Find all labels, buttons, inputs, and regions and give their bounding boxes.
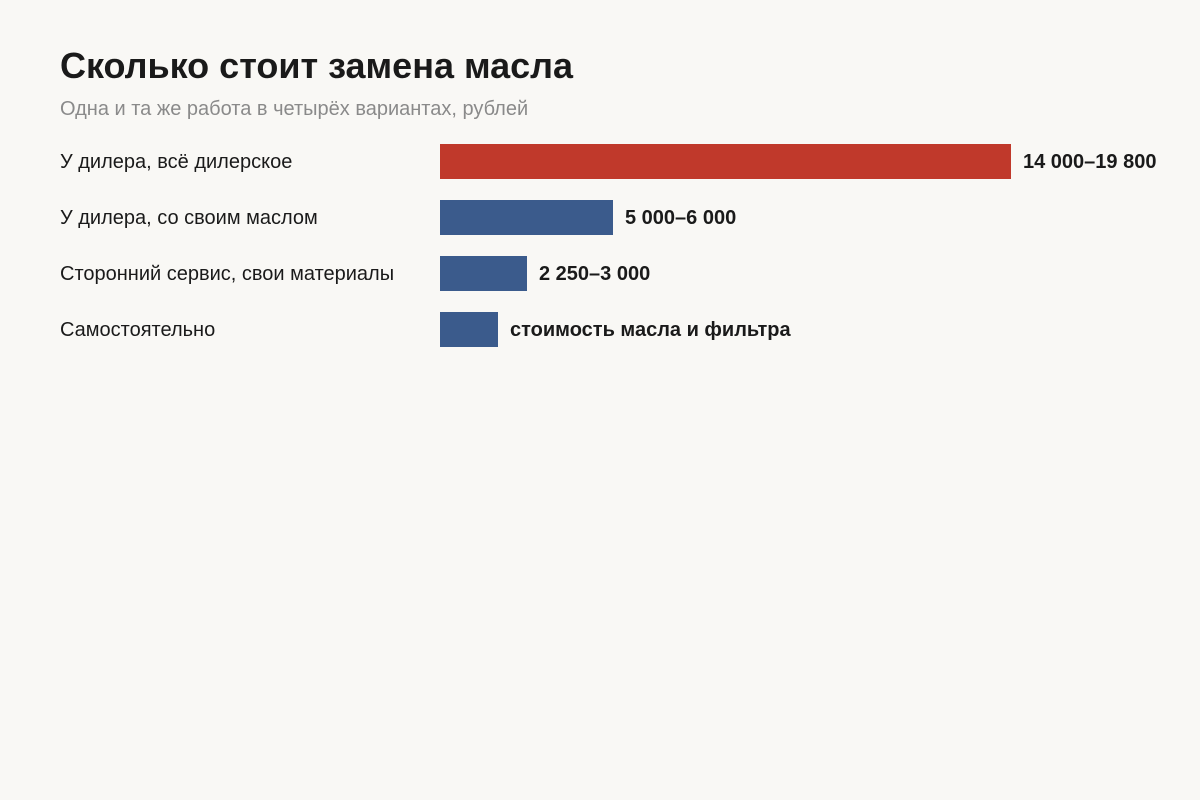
value-label: 14 000–19 800 [1023, 150, 1157, 173]
bar [440, 200, 613, 235]
value-label: 2 250–3 000 [539, 262, 651, 285]
category-label: Самостоятельно [60, 318, 216, 341]
chart-subtitle: Одна и та же работа в четырёх вариантах,… [60, 98, 529, 120]
category-label: У дилера, со своим маслом [60, 206, 318, 229]
bar [440, 312, 498, 347]
category-label: У дилера, всё дилерское [60, 150, 293, 173]
category-label: Сторонний сервис, свои материалы [60, 262, 395, 285]
bar [440, 256, 527, 291]
chart-title: Сколько стоит замена масла [60, 45, 574, 86]
bar [440, 144, 1011, 179]
value-label: 5 000–6 000 [625, 206, 737, 229]
value-label: стоимость масла и фильтра [510, 318, 791, 341]
